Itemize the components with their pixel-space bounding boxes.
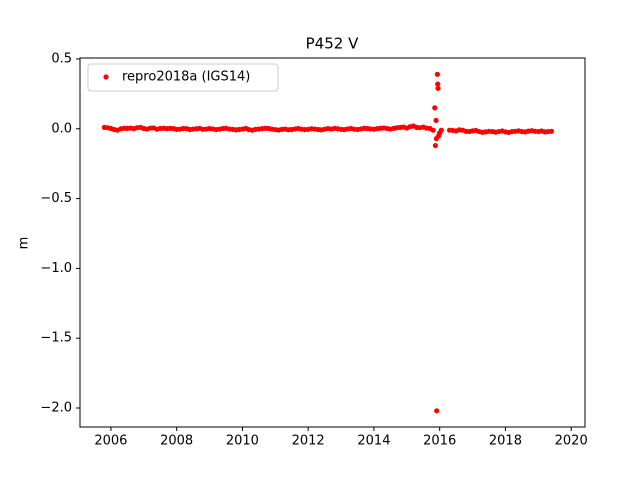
x-tick-label: 2018 — [489, 434, 522, 449]
data-point — [435, 85, 441, 91]
data-point — [432, 142, 439, 149]
data-point — [435, 81, 441, 87]
y-tick-label: −1.5 — [40, 331, 72, 346]
x-tick-label: 2016 — [423, 434, 456, 449]
y-tick-label: −2.0 — [40, 401, 72, 416]
y-tick-label: 0.5 — [51, 51, 72, 66]
plot-frame — [79, 57, 586, 428]
x-tick-label: 2020 — [555, 434, 588, 449]
x-tick-label: 2012 — [292, 434, 325, 449]
data-point — [433, 117, 439, 124]
data-point — [438, 127, 444, 133]
data-point — [548, 128, 555, 134]
y-tick-label: 0.0 — [51, 121, 72, 136]
x-tick-label: 2014 — [357, 434, 390, 449]
legend-box — [87, 63, 279, 92]
legend-marker — [103, 74, 109, 80]
data-point — [434, 71, 440, 77]
y-tick-label: −0.5 — [40, 191, 72, 206]
data-point — [434, 408, 440, 414]
y-axis-label: m — [17, 237, 32, 250]
y-tick-label: −1.0 — [40, 261, 72, 276]
x-tick-label: 2006 — [94, 434, 127, 449]
data-point — [432, 105, 438, 111]
chart-title: P452 V — [306, 35, 359, 53]
legend-label: repro2018a (IGS14) — [122, 70, 250, 85]
data-point — [430, 127, 436, 133]
x-tick-label: 2008 — [160, 434, 193, 449]
x-tick-label: 2010 — [226, 434, 259, 449]
